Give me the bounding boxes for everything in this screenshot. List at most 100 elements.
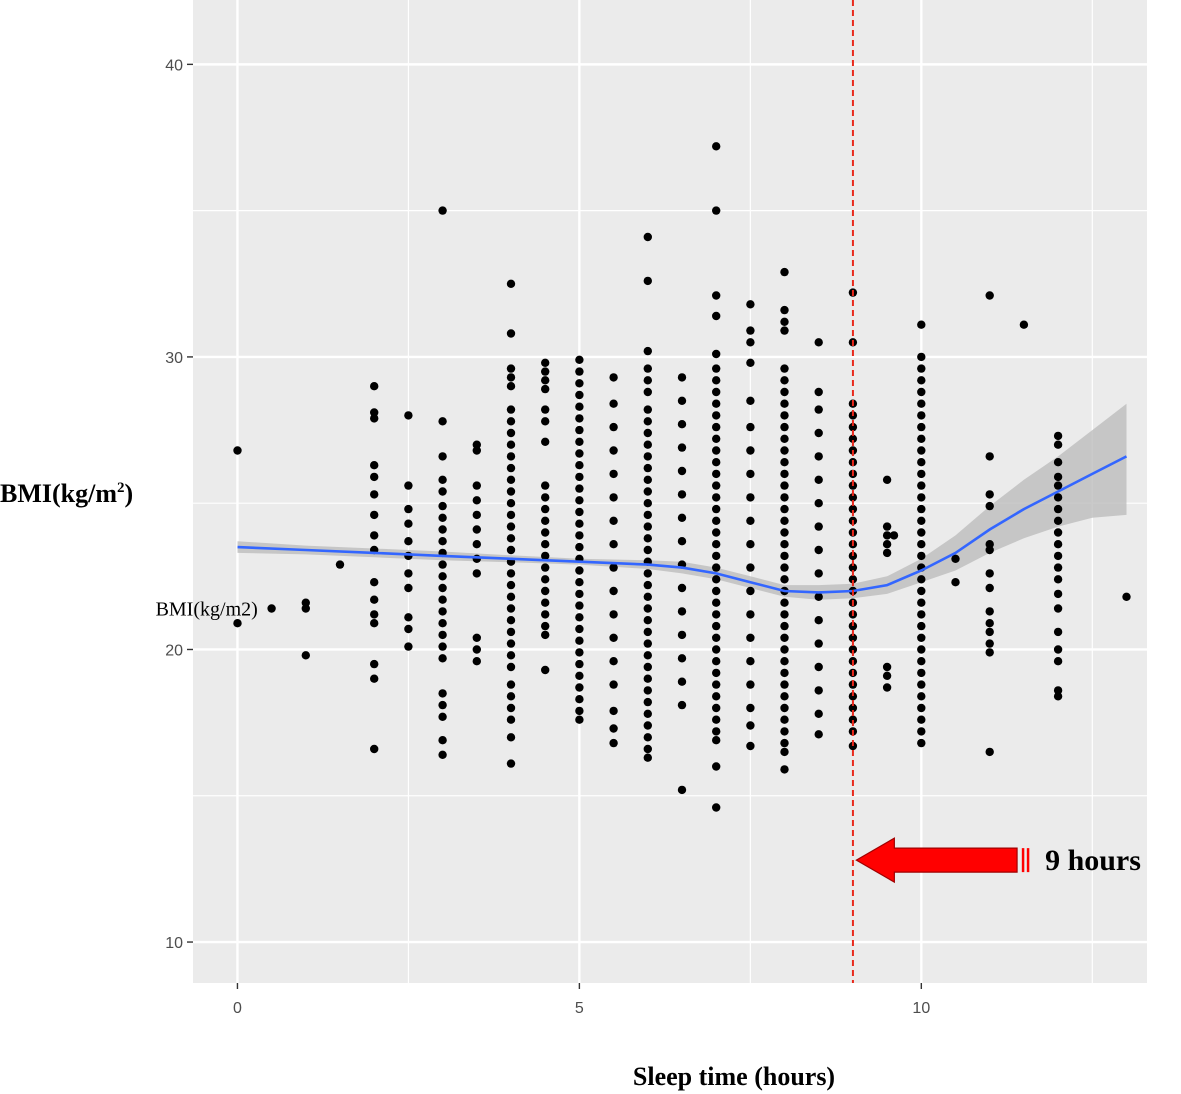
scatter-point bbox=[438, 572, 447, 581]
scatter-point bbox=[506, 522, 516, 531]
scatter-point bbox=[780, 305, 789, 315]
scatter-point bbox=[643, 627, 652, 637]
scatter-point bbox=[746, 338, 755, 347]
scatter-point bbox=[643, 592, 652, 601]
scatter-point bbox=[370, 490, 379, 499]
scatter-point bbox=[575, 484, 584, 493]
scatter-point bbox=[917, 422, 926, 432]
scatter-point bbox=[301, 598, 310, 607]
scatter-point bbox=[438, 736, 447, 745]
scatter-point bbox=[712, 680, 721, 689]
major-gridlines bbox=[193, 0, 1147, 983]
scatter-point bbox=[712, 364, 721, 373]
scatter-point bbox=[985, 452, 994, 461]
scatter-point bbox=[438, 452, 447, 461]
scatter-point bbox=[712, 493, 721, 502]
scatter-point bbox=[712, 727, 721, 736]
scatter-point bbox=[575, 355, 584, 364]
scatter-point bbox=[814, 730, 823, 739]
scatter-point bbox=[780, 446, 789, 455]
scatter-point bbox=[677, 513, 687, 522]
scatter-point bbox=[506, 604, 516, 613]
scatter-point bbox=[1053, 431, 1063, 441]
scatter-point bbox=[541, 630, 550, 640]
scatter-point bbox=[609, 633, 618, 642]
scatter-point bbox=[438, 501, 447, 511]
scatter-point bbox=[985, 639, 994, 648]
scatter-point bbox=[575, 601, 584, 610]
scatter-point bbox=[712, 575, 721, 584]
scatter-point bbox=[677, 420, 687, 429]
scatter-point bbox=[814, 387, 823, 397]
scatter-point bbox=[575, 425, 584, 435]
scatter-point bbox=[541, 405, 550, 414]
scatter-point bbox=[677, 443, 687, 452]
scatter-point bbox=[233, 446, 242, 455]
scatter-point bbox=[1053, 563, 1063, 572]
scatter-point bbox=[746, 326, 755, 335]
scatter-point bbox=[575, 402, 584, 411]
scatter-point bbox=[917, 575, 926, 584]
scatter-point bbox=[917, 738, 926, 748]
scatter-point bbox=[780, 680, 789, 689]
scatter-point bbox=[712, 762, 721, 771]
scatter-point bbox=[780, 516, 789, 525]
scatter-point bbox=[301, 651, 310, 660]
scatter-point bbox=[575, 507, 584, 517]
scatter-point bbox=[712, 291, 721, 300]
scatter-point bbox=[746, 358, 755, 367]
annotations: BMI(kg/m2) 9 hours bbox=[156, 599, 1141, 884]
scatter-point bbox=[643, 487, 652, 496]
scatter-point bbox=[643, 452, 652, 461]
scatter-point bbox=[712, 563, 721, 572]
scatter-point bbox=[677, 785, 687, 795]
scatter-point bbox=[506, 452, 516, 461]
scatter-point bbox=[404, 481, 413, 490]
scatter-point bbox=[917, 703, 926, 713]
scatter-point bbox=[917, 551, 926, 561]
scatter-point bbox=[746, 516, 755, 525]
scatter-point bbox=[712, 586, 721, 596]
scatter-point bbox=[848, 692, 858, 701]
scatter-point bbox=[541, 586, 550, 596]
scatter-point bbox=[848, 434, 858, 443]
scatter-point bbox=[917, 727, 926, 736]
scatter-point bbox=[609, 724, 618, 733]
y-tick-label: 30 bbox=[165, 350, 183, 367]
scatter-point bbox=[814, 405, 823, 414]
scatter-point bbox=[677, 630, 687, 640]
scatter-point bbox=[1053, 692, 1063, 701]
scatter-point bbox=[575, 613, 584, 622]
scatter-point bbox=[643, 387, 652, 397]
scatter-point bbox=[780, 645, 789, 654]
scatter-point bbox=[472, 633, 481, 642]
scatter-point bbox=[506, 534, 516, 543]
scatter-point bbox=[643, 545, 652, 555]
scatter-point bbox=[541, 665, 550, 675]
scatter-point bbox=[233, 619, 242, 628]
scatter-point bbox=[1019, 320, 1029, 329]
scatter-point bbox=[917, 469, 926, 479]
scatter-point bbox=[780, 563, 789, 572]
scatter-point bbox=[575, 566, 584, 575]
scatter-point bbox=[746, 680, 755, 689]
scatter-point bbox=[609, 373, 618, 382]
scatter-point bbox=[438, 595, 447, 604]
scatter-point bbox=[643, 709, 652, 718]
scatter-point bbox=[575, 659, 584, 669]
scatter-point bbox=[541, 384, 550, 394]
scatter-point bbox=[746, 563, 755, 572]
scatter-point bbox=[438, 475, 447, 484]
scatter-point bbox=[438, 560, 447, 569]
scatter-point bbox=[370, 408, 379, 417]
scatter-point bbox=[506, 569, 516, 578]
arrow-shape bbox=[855, 837, 1018, 884]
scatter-point bbox=[814, 569, 823, 578]
scatter-point bbox=[643, 569, 652, 578]
scatter-point bbox=[609, 493, 618, 502]
scatter-point bbox=[541, 598, 550, 607]
scatter-point bbox=[677, 466, 687, 476]
scatter-point bbox=[438, 630, 447, 640]
scatter-point bbox=[643, 662, 652, 672]
